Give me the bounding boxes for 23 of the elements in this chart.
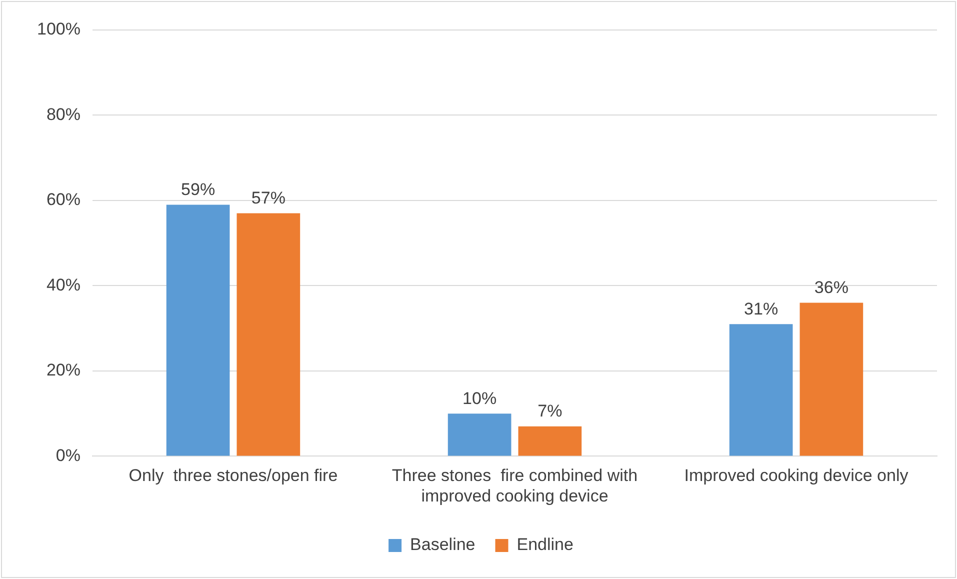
bar	[729, 324, 793, 456]
y-tick-label: 20%	[46, 360, 80, 380]
data-label: 57%	[251, 188, 286, 208]
y-tick-label: 40%	[46, 275, 80, 294]
data-label: 10%	[462, 388, 497, 408]
y-tick-label: 100%	[36, 20, 80, 39]
y-tick-label: 80%	[46, 104, 80, 124]
legend-label: Endline	[516, 535, 574, 554]
data-label: 7%	[538, 402, 562, 421]
bar	[166, 204, 230, 456]
data-label: 31%	[744, 299, 778, 318]
x-tick-label: Three stones fire combined with improved cooking device	[392, 466, 638, 506]
bar	[236, 213, 300, 456]
y-tick-label: 0%	[56, 446, 80, 465]
x-tick-label: Improved cooking device only	[684, 466, 909, 486]
bar	[518, 426, 582, 456]
data-label: 36%	[814, 278, 848, 297]
x-tick-label: Only three stones/open fire	[128, 466, 338, 486]
legend-label: Baseline	[410, 535, 476, 554]
data-label: 59%	[181, 180, 216, 199]
bar	[800, 302, 864, 456]
bar	[448, 414, 512, 456]
y-tick-label: 60%	[46, 190, 80, 210]
